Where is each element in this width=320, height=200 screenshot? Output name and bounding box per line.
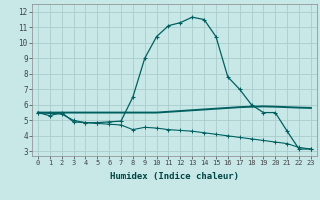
- X-axis label: Humidex (Indice chaleur): Humidex (Indice chaleur): [110, 172, 239, 181]
